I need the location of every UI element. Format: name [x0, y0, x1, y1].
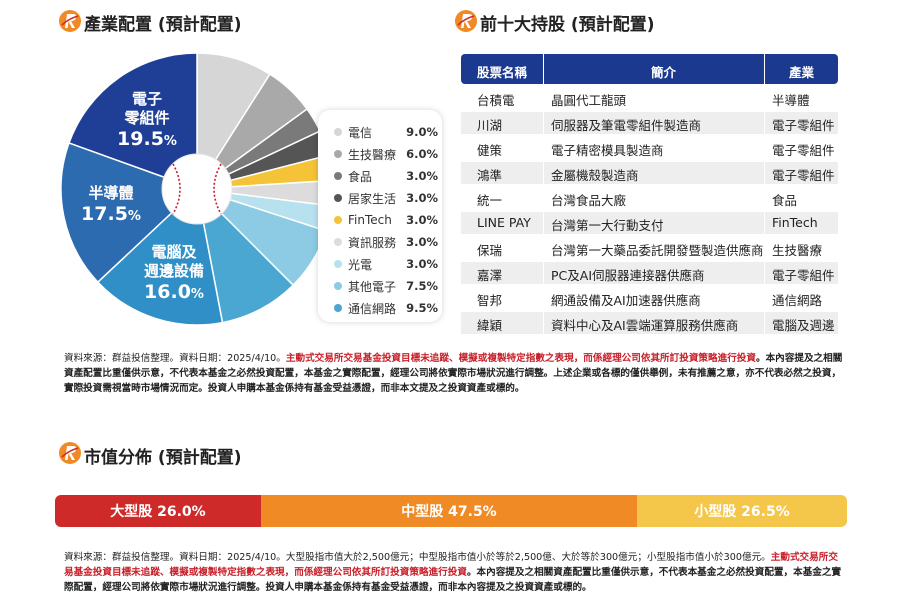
- cell-intro: 網通設備及AI加速器供應商: [551, 293, 701, 308]
- cell-intro: 伺服器及筆電零組件製造商: [551, 118, 702, 133]
- cell-stock: 台積電: [477, 93, 515, 108]
- cell-stock: 川湖: [477, 118, 503, 133]
- cell-stock: 智邦: [477, 293, 503, 308]
- cell-stock: 嘉澤: [477, 268, 503, 283]
- cell-intro: 金屬機殼製造商: [551, 168, 639, 183]
- cell-industry: 電子零組件: [772, 168, 835, 183]
- legend-item: 電信 9.0%: [334, 123, 438, 141]
- table-row: 鴻準 金屬機殼製造商 電子零組件: [461, 162, 838, 184]
- disclaimer-note-2: 資料來源：群益投信整理。資料日期：2025/4/10。大型股指市值大於2,500…: [64, 552, 842, 593]
- col-header-stock: 股票名稱: [477, 65, 528, 80]
- legend-dot-icon: [334, 128, 342, 136]
- legend-dot-icon: [334, 282, 342, 290]
- bar-large-cap: 大型股 26.0%: [55, 495, 261, 527]
- col-header-industry: 產業: [789, 65, 815, 80]
- legend-dot-icon: [334, 260, 342, 268]
- cell-industry: 食品: [772, 193, 798, 208]
- legend-item: 其他電子 7.5%: [334, 277, 438, 295]
- cell-industry: 電腦及週邊: [772, 318, 835, 333]
- cell-industry: 電子零組件: [772, 268, 835, 283]
- cell-intro: PC及AI伺服器連接器供應商: [551, 268, 705, 283]
- table-row: 嘉澤 PC及AI伺服器連接器供應商 電子零組件: [461, 262, 838, 284]
- table-row: 川湖 伺服器及筆電零組件製造商 電子零組件: [461, 112, 838, 134]
- pie-slice-電子零組件: [68, 52, 198, 191]
- table-row: LINE PAY 台灣第一大行動支付 FinTech: [461, 212, 838, 234]
- cell-intro: 台灣第一大藥品委託開發暨製造供應商: [551, 243, 764, 258]
- legend-item: 通信網路 9.5%: [334, 299, 438, 317]
- table-row: 緯穎 資料中心及AI雲端運算服務供應商 電腦及週邊: [461, 312, 838, 334]
- cell-intro: 電子精密模具製造商: [551, 143, 664, 158]
- table-row: 健策 電子精密模具製造商 電子零組件: [461, 137, 838, 159]
- cell-industry: 電子零組件: [772, 118, 835, 133]
- holdings-title: 前十大持股 (預計配置): [480, 15, 655, 35]
- legend-item: 居家生活 3.0%: [334, 189, 438, 207]
- brand-logo-icon: [59, 10, 81, 32]
- cell-stock: LINE PAY: [477, 215, 531, 230]
- cell-intro: 資料中心及AI雲端運算服務供應商: [551, 318, 739, 333]
- legend-dot-icon: [334, 172, 342, 180]
- baseball-icon: [161, 153, 233, 225]
- legend-dot-icon: [334, 216, 342, 224]
- cell-stock: 保瑞: [477, 243, 503, 258]
- legend-item: 食品 3.0%: [334, 167, 438, 185]
- cell-stock: 鴻準: [477, 168, 503, 183]
- pie-label-semiconductor: 半導體 17.5%: [81, 184, 141, 225]
- legend-item: 資訊服務 3.0%: [334, 233, 438, 251]
- cell-stock: 緯穎: [477, 318, 503, 333]
- market-cap-title: 市值分佈 (預計配置): [84, 448, 242, 468]
- table-row: 統一 台灣食品大廠 食品: [461, 187, 838, 209]
- disclaimer-note-1: 資料來源：群益投信整理。資料日期：2025/4/10。主動式交易所交易基金投資目…: [64, 353, 843, 394]
- legend-dot-icon: [334, 150, 342, 158]
- legend-item: 生技醫療 6.0%: [334, 145, 438, 163]
- cell-industry: 生技醫療: [772, 243, 823, 258]
- cell-industry: 電子零組件: [772, 143, 835, 158]
- pie-legend: 電信 9.0% 生技醫療 6.0% 食品 3.0% 居家生活 3.0% FinTech 3…: [318, 110, 442, 322]
- cell-intro: 台灣第一大行動支付: [551, 218, 664, 233]
- legend-item: FinTech 3.0%: [334, 211, 438, 229]
- col-header-intro: 簡介: [651, 65, 677, 80]
- pie-label-computer-peripherals: 電腦及 週邊設備 16.0%: [143, 243, 204, 303]
- bar-mid-cap: 中型股 47.5%: [260, 495, 638, 527]
- table-row: 台積電 晶圓代工龍頭 半導體: [461, 87, 838, 109]
- cell-stock: 健策: [477, 143, 503, 158]
- table-row: 智邦 網通設備及AI加速器供應商 通信網路: [461, 287, 838, 309]
- brand-logo-icon: [455, 10, 477, 32]
- legend-dot-icon: [334, 304, 342, 312]
- cell-stock: 統一: [477, 193, 503, 208]
- bar-small-cap: 小型股 26.5%: [637, 495, 847, 527]
- cell-industry: 通信網路: [772, 293, 823, 308]
- legend-dot-icon: [334, 238, 342, 246]
- cell-industry: FinTech: [772, 215, 818, 230]
- pie-label-electronic-components: 電子 零組件 19.5%: [117, 90, 177, 150]
- cell-intro: 晶圓代工龍頭: [551, 93, 627, 108]
- legend-item: 光電 3.0%: [334, 255, 438, 273]
- industry-title: 產業配置 (預計配置): [84, 15, 242, 35]
- cell-industry: 半導體: [772, 93, 810, 108]
- pie-slice-通信網路: [195, 186, 295, 324]
- legend-dot-icon: [334, 194, 342, 202]
- pie-slice-半導體: [60, 141, 199, 284]
- holdings-table-header: 股票名稱 簡介 產業: [461, 54, 838, 84]
- brand-logo-icon: [59, 442, 81, 464]
- table-row: 保瑞 台灣第一大藥品委託開發暨製造供應商 生技醫療: [461, 237, 838, 259]
- cell-intro: 台灣食品大廠: [551, 193, 627, 208]
- industry-pie-chart: [60, 52, 334, 326]
